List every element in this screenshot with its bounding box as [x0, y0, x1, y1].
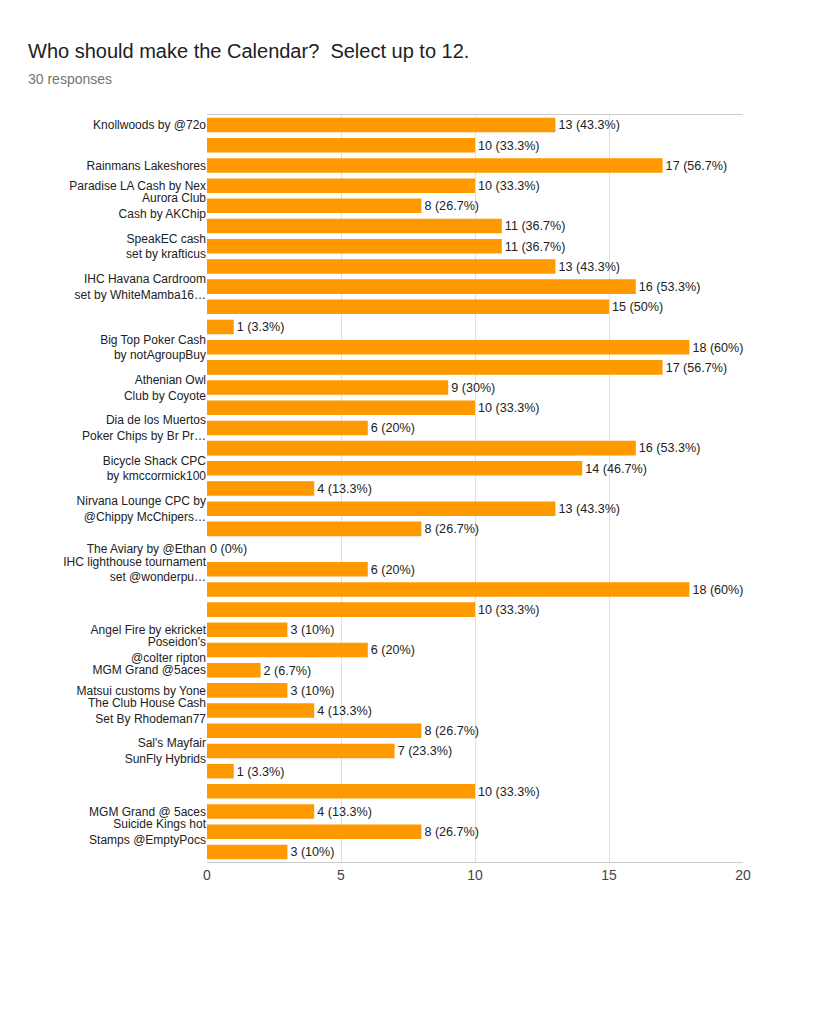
svg-text:2 (6.7%): 2 (6.7%): [264, 664, 312, 678]
svg-text:10 (33.3%): 10 (33.3%): [478, 785, 540, 799]
svg-text:Paradise LA Cash by Nex: Paradise LA Cash by Nex: [69, 179, 206, 193]
svg-text:3 (10%): 3 (10%): [290, 684, 334, 698]
svg-text:15 (50%): 15 (50%): [612, 300, 663, 314]
svg-text:16 (53.3%): 16 (53.3%): [639, 441, 701, 455]
svg-text:3 (10%): 3 (10%): [290, 845, 334, 859]
svg-text:18 (60%): 18 (60%): [692, 341, 743, 355]
svg-text:Angel Fire by ekricket: Angel Fire by ekricket: [91, 623, 207, 637]
svg-text:8 (26.7%): 8 (26.7%): [424, 522, 479, 536]
svg-text:5: 5: [337, 867, 345, 883]
svg-text:20: 20: [735, 867, 751, 883]
svg-text:17 (56.7%): 17 (56.7%): [666, 361, 728, 375]
svg-text:10 (33.3%): 10 (33.3%): [478, 179, 540, 193]
svg-text:11 (36.7%): 11 (36.7%): [505, 219, 566, 233]
svg-text:10 (33.3%): 10 (33.3%): [478, 603, 540, 617]
svg-text:Who should make the Calendar?: Who should make the Calendar? Select up …: [28, 40, 469, 87]
svg-text:11 (36.7%): 11 (36.7%): [505, 240, 566, 254]
svg-text:13 (43.3%): 13 (43.3%): [558, 260, 620, 274]
svg-text:6 (20%): 6 (20%): [371, 563, 415, 577]
svg-text:IHC Havana Cardroomset by Whit: IHC Havana Cardroomset by WhiteMamba16…: [75, 272, 206, 302]
svg-text:0 (0%): 0 (0%): [210, 542, 247, 556]
svg-text:4 (13.3%): 4 (13.3%): [317, 482, 372, 496]
svg-text:Suicide Kings hotStamps @Empty: Suicide Kings hotStamps @EmptyPocs: [89, 817, 207, 847]
svg-text:1 (3.3%): 1 (3.3%): [237, 765, 285, 779]
svg-text:Nirvana Lounge CPC by@Chippy M: Nirvana Lounge CPC by@Chippy McChipers…: [77, 494, 206, 524]
svg-text:Bicycle Shack CPCby kmccormick: Bicycle Shack CPCby kmccormick100: [103, 454, 207, 484]
svg-text:1 (3.3%): 1 (3.3%): [237, 320, 285, 334]
svg-text:6 (20%): 6 (20%): [371, 643, 415, 657]
svg-text:Rainmans Lakeshores: Rainmans Lakeshores: [87, 159, 206, 173]
svg-text:Big Top Poker Cashby notAgroup: Big Top Poker Cashby notAgroupBuy: [100, 333, 206, 363]
svg-text:7 (23.3%): 7 (23.3%): [398, 744, 453, 758]
svg-text:16 (53.3%): 16 (53.3%): [639, 280, 701, 294]
svg-text:10: 10: [467, 867, 483, 883]
svg-text:3 (10%): 3 (10%): [290, 623, 334, 637]
svg-text:Knollwoods by @72o: Knollwoods by @72o: [93, 118, 206, 132]
svg-text:Poseidon's@colter ripton: Poseidon's@colter ripton: [131, 635, 206, 665]
svg-text:IHC lighthouse tournamentset @: IHC lighthouse tournamentset @wonderpu…: [63, 555, 206, 585]
svg-text:14 (46.7%): 14 (46.7%): [585, 462, 647, 476]
svg-text:Dia de los MuertosPoker Chips: Dia de los MuertosPoker Chips by Br Pr…: [82, 413, 206, 443]
svg-text:8 (26.7%): 8 (26.7%): [424, 825, 479, 839]
svg-text:6 (20%): 6 (20%): [371, 421, 415, 435]
svg-text:8 (26.7%): 8 (26.7%): [424, 199, 479, 213]
svg-text:Aurora ClubCash by AKChip: Aurora ClubCash by AKChip: [119, 191, 207, 221]
svg-text:The Club House CashSet By Rhod: The Club House CashSet By Rhodeman77: [88, 696, 206, 726]
svg-text:9 (30%): 9 (30%): [451, 381, 495, 395]
svg-text:The Aviary by @Ethan: The Aviary by @Ethan: [87, 542, 206, 556]
svg-text:4 (13.3%): 4 (13.3%): [317, 704, 372, 718]
svg-text:0: 0: [203, 867, 211, 883]
svg-text:Matsui customs by Yone: Matsui customs by Yone: [77, 684, 207, 698]
svg-text:4 (13.3%): 4 (13.3%): [317, 805, 372, 819]
svg-text:17 (56.7%): 17 (56.7%): [666, 159, 728, 173]
svg-text:MGM Grand @5aces: MGM Grand @5aces: [92, 663, 206, 677]
svg-text:10 (33.3%): 10 (33.3%): [478, 401, 540, 415]
svg-text:Athenian OwlClub by Coyote: Athenian OwlClub by Coyote: [124, 373, 206, 403]
svg-text:15: 15: [601, 867, 617, 883]
svg-text:13 (43.3%): 13 (43.3%): [558, 118, 620, 132]
svg-text:MGM Grand @ 5aces: MGM Grand @ 5aces: [89, 805, 206, 819]
svg-text:SpeakEC cashset by krafticus: SpeakEC cashset by krafticus: [126, 232, 206, 262]
svg-text:10 (33.3%): 10 (33.3%): [478, 139, 540, 153]
svg-text:Sal's MayfairSunFly Hybrids: Sal's MayfairSunFly Hybrids: [125, 736, 206, 766]
svg-text:13 (43.3%): 13 (43.3%): [558, 502, 620, 516]
svg-text:8 (26.7%): 8 (26.7%): [424, 724, 479, 738]
svg-text:18 (60%): 18 (60%): [692, 583, 743, 597]
